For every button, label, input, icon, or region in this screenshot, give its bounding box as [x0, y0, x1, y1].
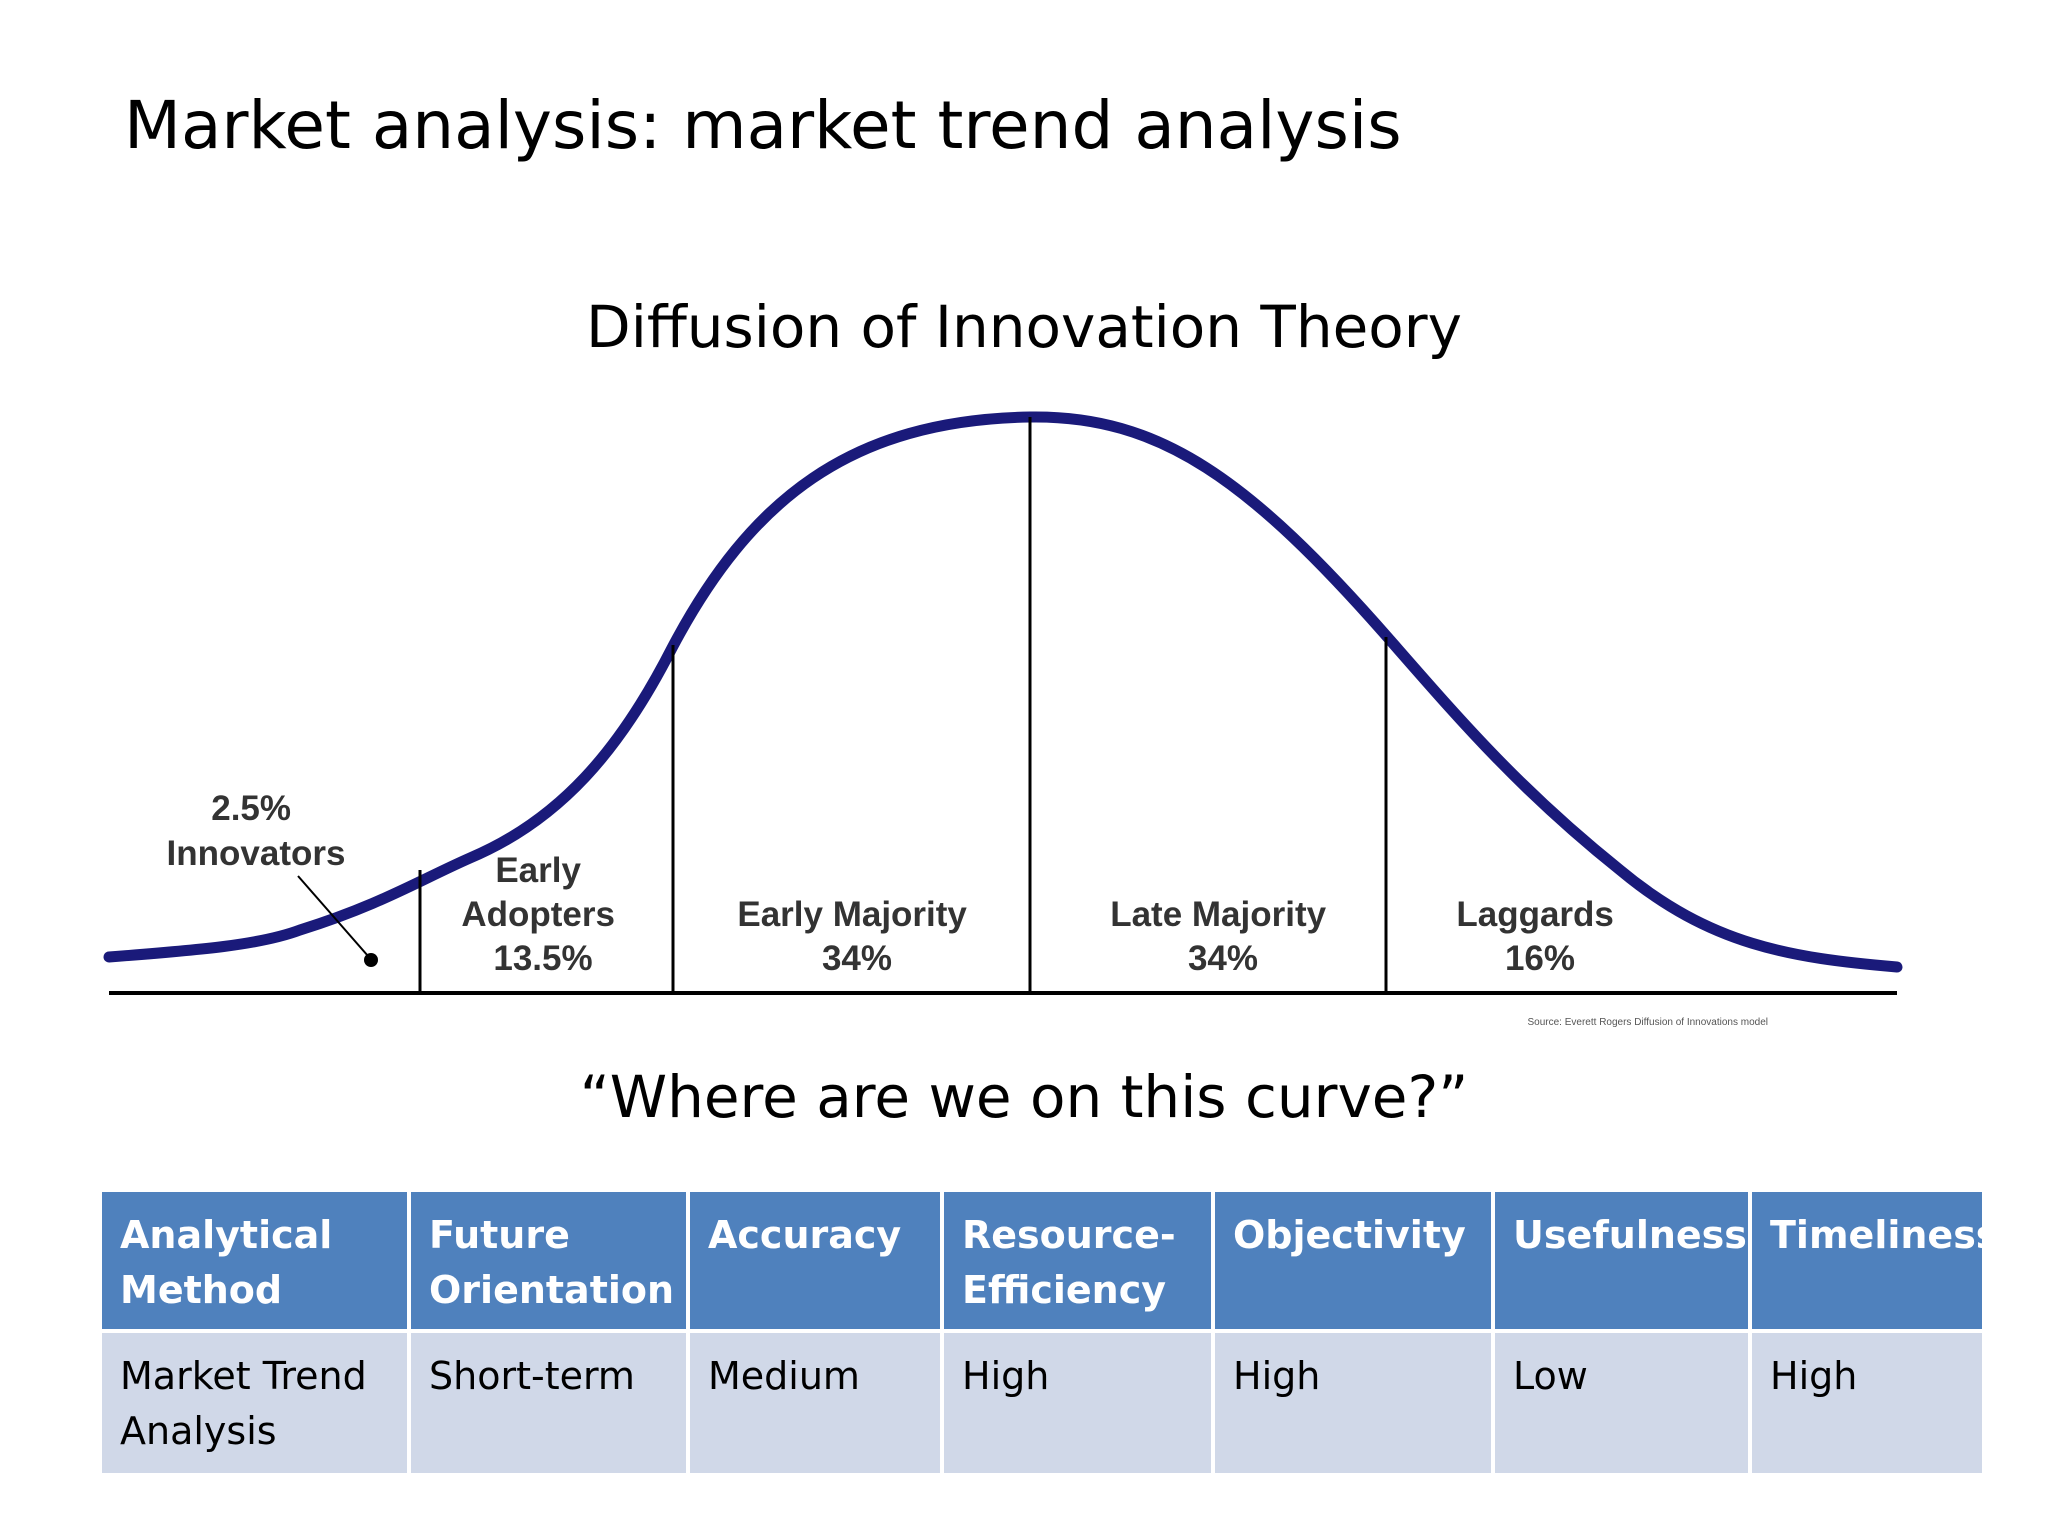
- cell-accuracy: Medium: [686, 1329, 944, 1477]
- late-majority-label: Late Majority 34%: [1110, 895, 1336, 978]
- adoption-bell-curve: [103, 411, 1903, 973]
- table-row: Market Trend Analysis Short-term Medium H…: [98, 1329, 1986, 1477]
- table-header-row: Analytical Method Future Orientation Accur…: [98, 1188, 1998, 1333]
- header-accuracy: Accuracy: [686, 1188, 944, 1333]
- cell-timeliness: High: [1748, 1329, 1986, 1477]
- header-usefulness: Usefulness: [1491, 1188, 1752, 1333]
- cell-analytical-method: Market Trend Analysis: [98, 1329, 411, 1477]
- innovators-label: 2.5% Innovators: [167, 789, 346, 873]
- cell-usefulness: Low: [1491, 1329, 1752, 1477]
- header-timeliness: Timeliness: [1748, 1188, 1998, 1333]
- innovators-pointer: [297, 875, 369, 957]
- header-objectivity: Objectivity: [1211, 1188, 1495, 1333]
- laggards-label: Laggards 16%: [1456, 895, 1623, 978]
- header-analytical-method: Analytical Method: [98, 1188, 411, 1333]
- evaluation-table: Analytical Method Future Orientation Accur…: [98, 1188, 1998, 1477]
- source-note: Source: Everett Rogers Diffusion of Inno…: [1528, 1017, 1769, 1028]
- cell-resource-efficiency: High: [940, 1329, 1215, 1477]
- question-text: “Where are we on this curve?”: [579, 1063, 1469, 1131]
- cell-future-orientation: Short-term: [407, 1329, 690, 1477]
- header-resource-efficiency: Resource- Efficiency: [940, 1188, 1215, 1333]
- early-majority-label: Early Majority 34%: [737, 895, 976, 978]
- header-future-orientation: Future Orientation: [407, 1188, 690, 1333]
- early-adopters-label: Early Adopters 13.5%: [461, 851, 624, 978]
- diagram-title: Diffusion of Innovation Theory: [586, 293, 1462, 361]
- slide-title: Market analysis: market trend analysis: [124, 87, 1402, 164]
- innovators-point: [364, 953, 378, 967]
- cell-objectivity: High: [1211, 1329, 1495, 1477]
